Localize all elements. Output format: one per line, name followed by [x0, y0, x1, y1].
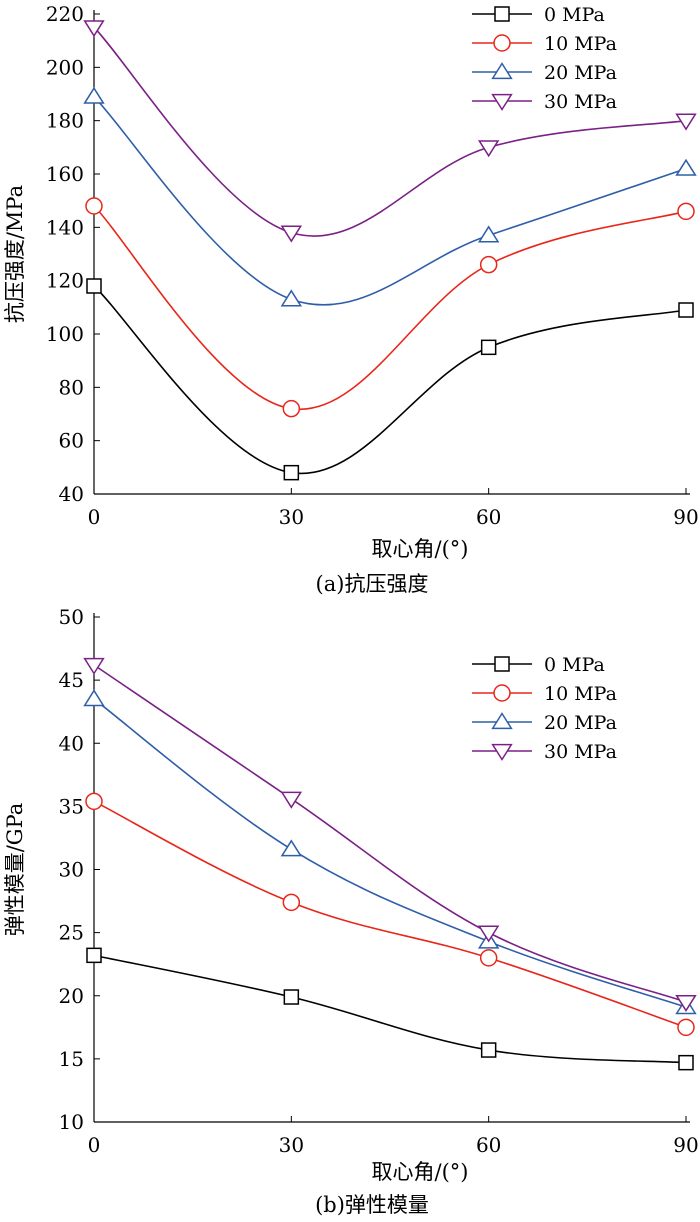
c0-data-point-s1 — [85, 197, 103, 215]
c1-data-point-s2 — [280, 839, 303, 857]
c1-series-line-0 — [93, 954, 687, 1064]
c0-legend-marker-1 — [493, 34, 511, 52]
c0-legend-marker-0 — [494, 6, 510, 22]
c1-data-point-s0 — [678, 1054, 694, 1071]
c1-series-line-3 — [93, 664, 687, 1003]
c0-y-tick-label: 40 — [59, 482, 84, 506]
c0-data-point-s1 — [677, 202, 695, 221]
c1-y-axis-title: 弹性模量/GPa — [3, 803, 27, 937]
c1-data-point-s2 — [83, 689, 105, 707]
chart-compressive-strength: 40 60 80 100 120 140 160 180 200 220 0 30 60 90 取心角/(°… — [3, 2, 699, 596]
c1-series-line-1 — [93, 800, 687, 1029]
c1-data-point-s3 — [477, 925, 500, 943]
c0-data-point-s0 — [86, 278, 102, 294]
c0-y-tick-label: 100 — [46, 322, 84, 346]
c1-legend-marker-3 — [491, 743, 513, 761]
c0-data-point-s3 — [477, 140, 500, 158]
c1-data-point-s1 — [282, 893, 301, 912]
c1-x-tick-label: 30 — [279, 1133, 304, 1157]
c0-x-tick-label: 60 — [476, 505, 501, 529]
c0-legend-label-3: 30 MPa — [544, 91, 617, 113]
c0-data-point-s2 — [280, 289, 303, 307]
c1-x-tick-label: 0 — [88, 1133, 101, 1157]
c0-data-point-s1 — [479, 255, 498, 274]
c0-data-point-s2 — [83, 86, 105, 104]
c0-y-tick-label: 220 — [46, 2, 84, 26]
c0-data-point-s0 — [283, 464, 300, 481]
c0-y-tick-label: 80 — [59, 375, 84, 399]
c1-legend-marker-1 — [493, 684, 511, 702]
c0-x-tick-label: 0 — [88, 505, 101, 529]
c0-data-point-s3 — [675, 113, 697, 131]
c0-data-point-s3 — [83, 20, 105, 38]
c1-data-point-s0 — [86, 947, 102, 964]
c1-legend-label-1: 10 MPa — [544, 683, 617, 705]
c0-legend-marker-2 — [491, 62, 513, 80]
c0-y-tick-label: 200 — [46, 55, 84, 79]
c1-series-line-2 — [93, 698, 687, 1008]
c0-legend-label-1: 10 MPa — [544, 33, 617, 55]
c1-x-axis-title: 取心角/(°) — [372, 1160, 469, 1184]
c1-y-tick-label: 15 — [59, 1047, 84, 1071]
c0-y-tick-label: 120 — [46, 269, 84, 293]
c0-series-line-2 — [93, 96, 687, 306]
c1-caption: (b)弹性模量 — [315, 1193, 429, 1217]
c1-y-tick-label: 50 — [59, 605, 84, 629]
c0-data-point-s2 — [675, 158, 697, 176]
c1-x-tick-label: 90 — [673, 1133, 698, 1157]
chart-elastic-modulus: 10 15 20 25 30 35 40 45 50 0 30 60 90 取心角/(°) 弹性模量/GPa… — [3, 605, 699, 1217]
c0-x-tick-label: 30 — [279, 505, 304, 529]
c1-legend-marker-2 — [491, 712, 513, 730]
c1-data-point-s1 — [677, 1018, 695, 1037]
c1-data-point-s3 — [83, 657, 105, 675]
c0-x-tick-label: 90 — [673, 505, 698, 529]
c0-legend-marker-3 — [491, 93, 513, 111]
c1-legend-label-3: 30 MPa — [544, 741, 617, 763]
c0-y-tick-label: 160 — [46, 162, 84, 186]
c1-legend-marker-0 — [494, 656, 510, 672]
c0-y-axis-title: 抗压强度/MPa — [3, 185, 27, 323]
c0-data-point-s1 — [282, 399, 301, 418]
c1-x-tick-label: 60 — [476, 1133, 501, 1157]
c0-data-point-s0 — [480, 339, 497, 356]
c0-y-tick-label: 180 — [46, 109, 84, 133]
c1-data-point-s1 — [85, 792, 103, 811]
c0-legend-label-0: 0 MPa — [544, 4, 605, 26]
c1-y-tick-label: 45 — [59, 668, 84, 692]
c0-legend-label-2: 20 MPa — [544, 62, 617, 84]
c1-y-tick-label: 10 — [59, 1110, 84, 1134]
c1-y-tick-label: 40 — [59, 731, 84, 755]
c1-legend-label-2: 20 MPa — [544, 712, 617, 734]
c1-data-point-s1 — [479, 949, 498, 967]
c0-y-tick-label: 60 — [59, 429, 84, 453]
c0-caption: (a)抗压强度 — [316, 572, 429, 596]
c1-data-point-s3 — [675, 994, 697, 1012]
c0-data-point-s0 — [678, 302, 694, 318]
c1-y-tick-label: 25 — [59, 921, 84, 945]
c0-y-tick-label: 140 — [46, 215, 84, 239]
c1-data-point-s0 — [480, 1042, 497, 1058]
c0-data-point-s3 — [280, 225, 303, 243]
c1-y-tick-label: 20 — [59, 984, 84, 1008]
c0-series-line-0 — [93, 285, 687, 475]
c0-series-line-3 — [93, 26, 687, 237]
c1-y-tick-label: 35 — [59, 794, 84, 818]
c1-legend-label-0: 0 MPa — [544, 654, 605, 676]
c0-data-point-s2 — [477, 225, 500, 243]
c1-data-point-s3 — [280, 791, 303, 809]
c0-series-line-1 — [93, 205, 687, 411]
c1-data-point-s0 — [283, 989, 300, 1005]
c1-y-tick-label: 30 — [59, 858, 84, 882]
c0-x-axis-title: 取心角/(°) — [372, 537, 469, 561]
